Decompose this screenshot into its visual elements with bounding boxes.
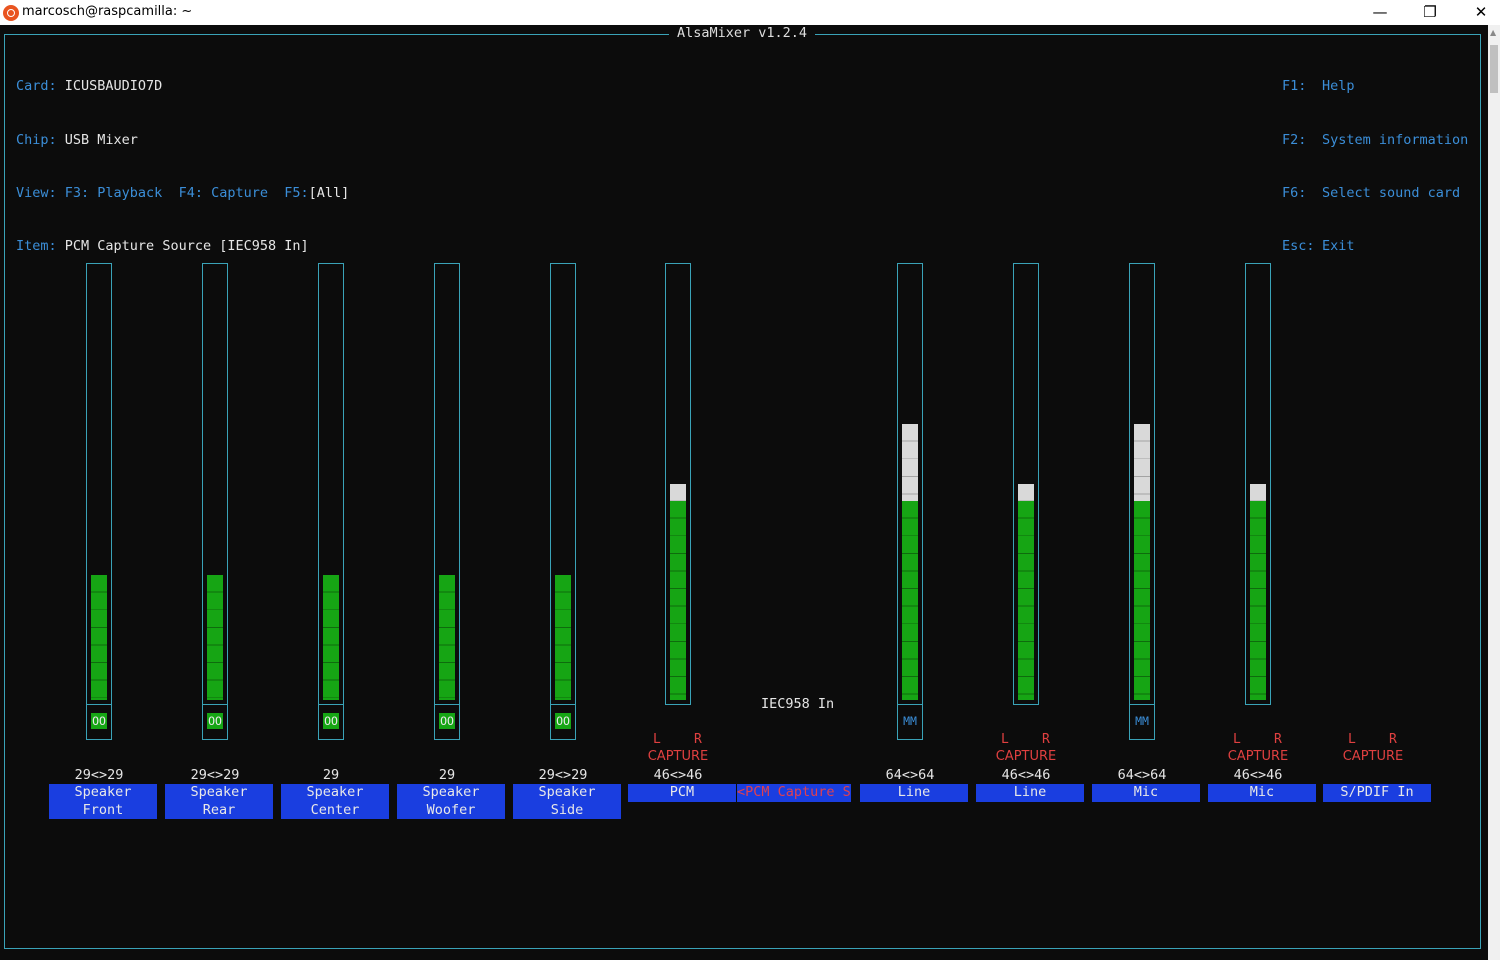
restore-button[interactable]: ❐ (1423, 3, 1437, 21)
unmuted-indicator: OO (323, 713, 339, 729)
volume-value: 46<>46 (653, 767, 703, 783)
volume-value: 64<>64 (885, 767, 935, 783)
capture-source-value: IEC958 In (761, 696, 835, 712)
mute-box[interactable]: OO (86, 705, 112, 740)
help-item[interactable]: F1: Help (1282, 78, 1355, 95)
volume-peak (902, 423, 918, 502)
muted-indicator: MM (903, 714, 917, 728)
mute-box[interactable]: OO (550, 705, 576, 740)
mute-box[interactable]: OO (434, 705, 460, 740)
control-name[interactable]: Speaker Front (49, 784, 157, 819)
info-panel: Card: ICUSBAUDIO7D Chip: USB Mixer View:… (16, 43, 349, 273)
volume-bar[interactable] (665, 263, 691, 705)
control-name[interactable]: Mic (1208, 784, 1316, 802)
scrollbar[interactable]: ▲ (1488, 25, 1500, 960)
volume-bar[interactable] (1129, 263, 1155, 705)
volume-fill (439, 574, 455, 700)
current-item: PCM Capture Source [IEC958 In] (64, 237, 309, 254)
control-name[interactable]: Line (976, 784, 1084, 802)
mute-box[interactable]: OO (318, 705, 344, 740)
volume-value: 29 (322, 767, 340, 783)
volume-value: 46<>46 (1233, 767, 1283, 783)
view-all[interactable]: [All] (308, 184, 350, 201)
unmuted-indicator: OO (207, 713, 223, 729)
volume-bar[interactable] (434, 263, 460, 705)
volume-value: 64<>64 (1117, 767, 1167, 783)
volume-value: 46<>46 (1001, 767, 1051, 783)
control-name[interactable]: Speaker Woofer (397, 784, 505, 819)
volume-value: 29 (438, 767, 456, 783)
card-name: ICUSBAUDIO7D (64, 78, 163, 95)
control-name[interactable]: Speaker Rear (165, 784, 273, 819)
control-name[interactable]: S/PDIF In (1323, 784, 1431, 802)
view-playback[interactable]: F3: Playback (64, 184, 163, 201)
volume-bar[interactable] (86, 263, 112, 705)
volume-bar[interactable] (897, 263, 923, 705)
control-name[interactable]: Speaker Side (513, 784, 621, 819)
help-item[interactable]: F2: System information (1282, 131, 1469, 148)
volume-fill (323, 574, 339, 700)
volume-value: 29<>29 (190, 767, 240, 783)
unmuted-indicator: OO (439, 713, 455, 729)
control-name[interactable]: Speaker Center (281, 784, 389, 819)
help-panel: F1: Help F2: System information F6: Select … (1282, 43, 1468, 273)
volume-fill (91, 574, 107, 700)
capture-label[interactable]: CAPTURE (1227, 749, 1289, 764)
item-line: Item: PCM Capture Source [IEC958 In] (16, 237, 309, 254)
volume-fill (1018, 501, 1034, 700)
volume-value: 29<>29 (74, 767, 124, 783)
mute-box[interactable]: OO (202, 705, 228, 740)
scrollbar-thumb[interactable] (1490, 45, 1498, 93)
volume-peak (1018, 484, 1034, 502)
capture-label[interactable]: CAPTURE (995, 749, 1057, 764)
volume-peak (670, 484, 686, 502)
chip-name: USB Mixer (64, 131, 138, 148)
control-name[interactable]: Mic (1092, 784, 1200, 802)
volume-fill (1134, 501, 1150, 700)
volume-fill (1250, 501, 1266, 700)
volume-bar[interactable] (1245, 263, 1271, 705)
mixer-title: AlsaMixer v1.2.4 (669, 25, 816, 41)
volume-peak (1250, 484, 1266, 502)
capture-label[interactable]: CAPTURE (647, 749, 709, 764)
volume-fill (902, 501, 918, 700)
pcm-capture-source-selected[interactable]: <PCM Capture S> (737, 784, 851, 802)
view-line: View: F3: Playback F4: Capture F5:[All] (16, 184, 350, 201)
ubuntu-icon (3, 5, 19, 21)
unmuted-indicator: OO (555, 713, 571, 729)
volume-fill (670, 501, 686, 700)
control-name[interactable]: PCM (628, 784, 736, 802)
mute-box[interactable]: MM (897, 705, 923, 740)
volume-bar[interactable] (1013, 263, 1039, 705)
muted-indicator: MM (1135, 714, 1149, 728)
volume-bar[interactable] (318, 263, 344, 705)
volume-bar[interactable] (202, 263, 228, 705)
volume-bar[interactable] (550, 263, 576, 705)
window-titlebar: marcosch@raspcamilla: ~ — ❐ ✕ (0, 0, 1500, 25)
volume-peak (1134, 423, 1150, 502)
volume-fill (207, 574, 223, 700)
close-button[interactable]: ✕ (1474, 3, 1488, 21)
unmuted-indicator: OO (91, 713, 107, 729)
scroll-up-icon[interactable]: ▲ (1490, 28, 1497, 37)
view-capture[interactable]: F4: Capture (178, 184, 268, 201)
minimize-button[interactable]: — (1372, 3, 1388, 21)
capture-label[interactable]: CAPTURE (1342, 749, 1404, 764)
help-item[interactable]: Esc: Exit (1282, 237, 1355, 254)
window-title: marcosch@raspcamilla: ~ (22, 4, 193, 19)
volume-value: 29<>29 (538, 767, 588, 783)
volume-fill (555, 574, 571, 700)
chip-line: Chip: USB Mixer (16, 131, 138, 148)
help-item[interactable]: F6: Select sound card (1282, 184, 1461, 201)
card-line: Card: ICUSBAUDIO7D (16, 78, 163, 95)
control-name[interactable]: Line (860, 784, 968, 802)
mute-box[interactable]: MM (1129, 705, 1155, 740)
